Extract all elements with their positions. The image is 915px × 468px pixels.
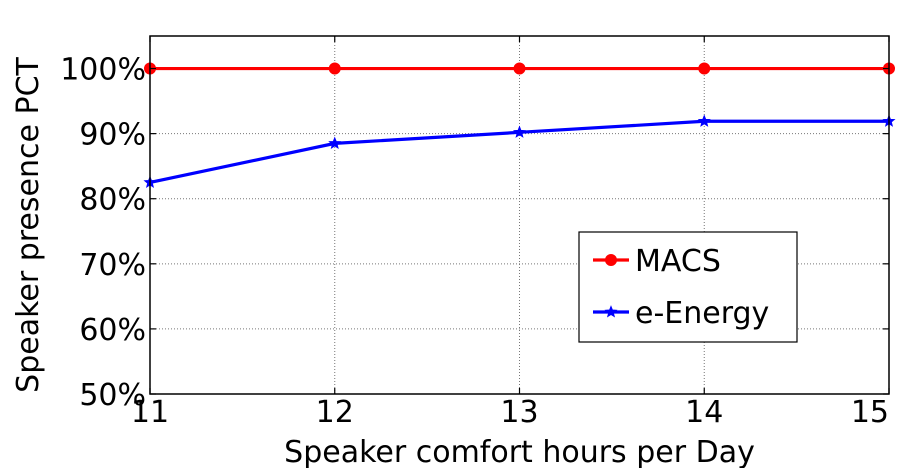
data-point-e-energy <box>697 114 711 127</box>
data-point-macs <box>698 62 711 75</box>
legend: MACS e-Energy <box>578 231 798 343</box>
series-lines <box>143 62 896 188</box>
x-axis-label: Speaker comfort hours per Day <box>284 435 755 468</box>
x-tick-label: 12 <box>316 395 354 430</box>
y-axis-label: Speaker presence PCT <box>11 56 46 392</box>
y-tick-label: 50% <box>79 378 146 413</box>
x-tick-label: 13 <box>500 395 538 430</box>
legend-marker-macs <box>605 254 617 266</box>
x-tick-label: 15 <box>851 395 889 430</box>
y-tick-label: 80% <box>79 183 146 218</box>
x-axis-ticks: 11 12 13 14 15 <box>131 36 890 430</box>
x-tick-label: 14 <box>685 395 723 430</box>
y-tick-label: 70% <box>79 248 146 283</box>
data-point-macs <box>328 62 341 75</box>
data-point-e-energy <box>328 136 342 149</box>
legend-marker-e-energy <box>604 305 618 318</box>
legend-label-macs: MACS <box>635 244 721 279</box>
y-axis-ticks: 50% 60% 70% 80% 90% 100% <box>60 53 889 413</box>
data-point-macs <box>513 62 526 75</box>
y-tick-label: 90% <box>79 118 146 153</box>
data-point-e-energy <box>512 125 527 138</box>
legend-items: MACS e-Energy <box>593 244 769 331</box>
y-tick-label: 100% <box>60 53 146 88</box>
legend-box <box>578 231 798 343</box>
x-tick-label: 11 <box>131 395 169 430</box>
y-tick-label: 60% <box>79 313 146 348</box>
legend-label-e-energy: e-Energy <box>635 296 769 331</box>
